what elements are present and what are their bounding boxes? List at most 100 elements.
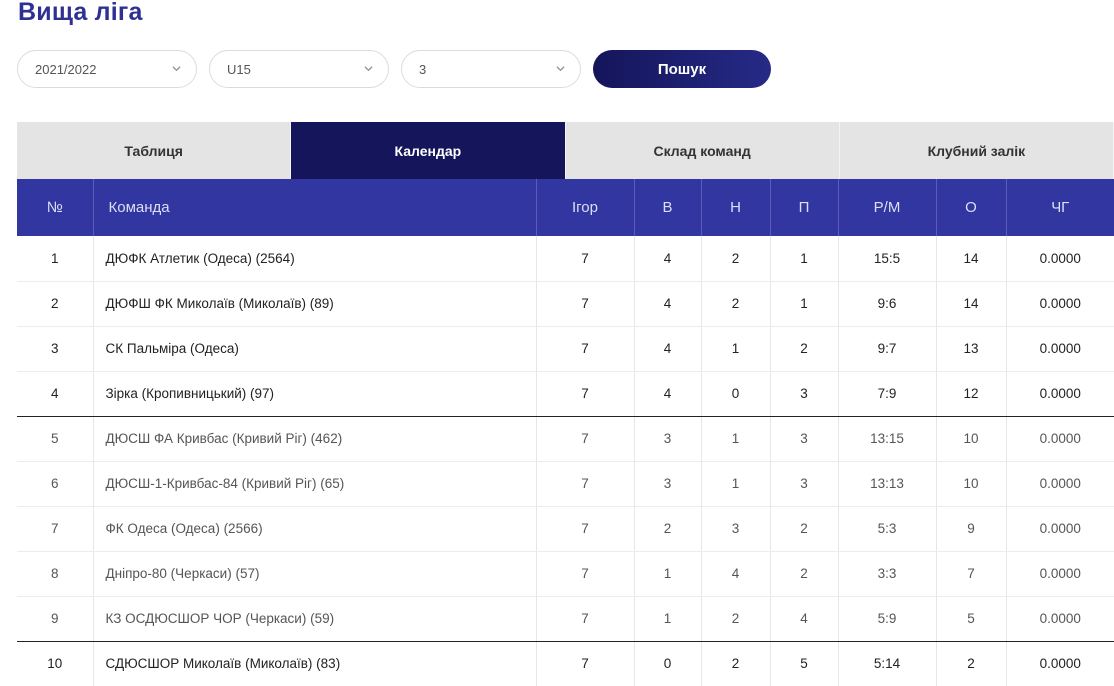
table-row: 4 Зірка (Кропивницький) (97) 7 4 0 3 7:9 12 0.00… — [17, 371, 1114, 417]
cell-draws: 1 — [701, 326, 771, 372]
cell-points: 10 — [936, 416, 1007, 462]
cell-team: СК Пальміра (Одеса) — [93, 326, 537, 372]
cell-games: 7 — [536, 416, 635, 462]
cell-team: Дніпро-80 (Черкаси) (57) — [93, 551, 537, 597]
page-title: Вища ліга — [18, 0, 143, 26]
cell-points: 2 — [936, 641, 1007, 686]
cell-games: 7 — [536, 641, 635, 686]
cell-draws: 2 — [701, 641, 771, 686]
cell-team: ДЮСШ ФА Кривбас (Кривий Ріг) (462) — [93, 416, 537, 462]
chevron-down-icon — [364, 66, 373, 72]
cell-games: 7 — [536, 506, 635, 552]
cell-losses: 5 — [770, 641, 839, 686]
cell-number: 2 — [17, 281, 94, 327]
cell-team: ДЮСШ-1-Кривбас-84 (Кривий Ріг) (65) — [93, 461, 537, 507]
cell-points: 10 — [936, 461, 1007, 507]
col-header-fair-play: ЧГ — [1006, 179, 1114, 236]
cell-number: 3 — [17, 326, 94, 372]
col-header-points: О — [936, 179, 1007, 236]
cell-goals: 9:6 — [838, 281, 937, 327]
cell-points: 13 — [936, 326, 1007, 372]
cell-number: 7 — [17, 506, 94, 552]
col-header-draws: Н — [701, 179, 771, 236]
cell-wins: 2 — [634, 506, 702, 552]
cell-goals: 13:15 — [838, 416, 937, 462]
cell-fair-play: 0.0000 — [1006, 281, 1114, 327]
cell-games: 7 — [536, 596, 635, 642]
cell-losses: 3 — [770, 461, 839, 507]
cell-wins: 4 — [634, 371, 702, 417]
col-header-goals: Р/М — [838, 179, 937, 236]
cell-wins: 3 — [634, 461, 702, 507]
cell-losses: 1 — [770, 281, 839, 327]
season-select[interactable]: 2021/2022 — [17, 50, 197, 88]
cell-team: КЗ ОСДЮСШОР ЧОР (Черкаси) (59) — [93, 596, 537, 642]
cell-wins: 4 — [634, 326, 702, 372]
cell-draws: 2 — [701, 236, 771, 282]
cell-losses: 4 — [770, 596, 839, 642]
cell-losses: 3 — [770, 416, 839, 462]
cell-goals: 3:3 — [838, 551, 937, 597]
cell-points: 12 — [936, 371, 1007, 417]
age-select-value: U15 — [227, 61, 251, 77]
cell-fair-play: 0.0000 — [1006, 551, 1114, 597]
age-select[interactable]: U15 — [209, 50, 389, 88]
col-header-team: Команда — [93, 179, 537, 236]
cell-games: 7 — [536, 281, 635, 327]
cell-points: 5 — [936, 596, 1007, 642]
cell-draws: 4 — [701, 551, 771, 597]
table-header-row: № Команда Ігор В Н П Р/М О ЧГ — [17, 179, 1114, 236]
standings-table: № Команда Ігор В Н П Р/М О ЧГ 1 ДЮФК Атле… — [17, 179, 1114, 686]
table-row: 5 ДЮСШ ФА Кривбас (Кривий Ріг) (462) 7 3 1 3 1… — [17, 416, 1114, 462]
table-row: 10 СДЮСШОР Миколаїв (Миколаїв) (83) 7 0 2 5 5:… — [17, 641, 1114, 686]
cell-number: 9 — [17, 596, 94, 642]
cell-losses: 2 — [770, 326, 839, 372]
table-row: 2 ДЮФШ ФК Миколаїв (Миколаїв) (89) 7 4 2 1 9:6… — [17, 281, 1114, 327]
tab-table[interactable]: Таблиця — [17, 122, 292, 179]
cell-number: 1 — [17, 236, 94, 282]
cell-team: ФК Одеса (Одеса) (2566) — [93, 506, 537, 552]
group-select-value: 3 — [419, 61, 427, 77]
cell-fair-play: 0.0000 — [1006, 236, 1114, 282]
cell-points: 14 — [936, 281, 1007, 327]
cell-wins: 1 — [634, 551, 702, 597]
cell-draws: 2 — [701, 596, 771, 642]
group-select[interactable]: 3 — [401, 50, 581, 88]
cell-number: 10 — [17, 641, 94, 686]
cell-wins: 4 — [634, 281, 702, 327]
cell-losses: 2 — [770, 551, 839, 597]
cell-goals: 9:7 — [838, 326, 937, 372]
table-row: 9 КЗ ОСДЮСШОР ЧОР (Черкаси) (59) 7 1 2 4 5:9 5 0… — [17, 596, 1114, 642]
col-header-games: Ігор — [536, 179, 635, 236]
cell-fair-play: 0.0000 — [1006, 371, 1114, 417]
cell-losses: 2 — [770, 506, 839, 552]
season-select-value: 2021/2022 — [35, 61, 97, 77]
tab-bar: Таблиця Календар Склад команд Клубний за… — [17, 122, 1114, 179]
cell-wins: 3 — [634, 416, 702, 462]
cell-goals: 7:9 — [838, 371, 937, 417]
cell-team: ДЮФШ ФК Миколаїв (Миколаїв) (89) — [93, 281, 537, 327]
cell-number: 4 — [17, 371, 94, 417]
tab-club-standings[interactable]: Клубний залік — [839, 122, 1114, 179]
cell-fair-play: 0.0000 — [1006, 416, 1114, 462]
table-row: 3 СК Пальміра (Одеса) 7 4 1 2 9:7 13 0.0000 — [17, 326, 1114, 372]
cell-team: Зірка (Кропивницький) (97) — [93, 371, 537, 417]
tab-team-rosters[interactable]: Склад команд — [565, 122, 840, 179]
cell-points: 7 — [936, 551, 1007, 597]
cell-team: СДЮСШОР Миколаїв (Миколаїв) (83) — [93, 641, 537, 686]
cell-draws: 0 — [701, 371, 771, 417]
cell-number: 5 — [17, 416, 94, 462]
cell-games: 7 — [536, 326, 635, 372]
cell-fair-play: 0.0000 — [1006, 461, 1114, 507]
cell-fair-play: 0.0000 — [1006, 641, 1114, 686]
cell-losses: 3 — [770, 371, 839, 417]
cell-games: 7 — [536, 551, 635, 597]
tab-calendar[interactable]: Календар — [291, 122, 566, 179]
col-header-number: № — [17, 179, 94, 236]
cell-goals: 15:5 — [838, 236, 937, 282]
cell-games: 7 — [536, 236, 635, 282]
chevron-down-icon — [172, 66, 181, 72]
cell-points: 14 — [936, 236, 1007, 282]
cell-goals: 5:14 — [838, 641, 937, 686]
search-button[interactable]: Пошук — [593, 50, 771, 88]
